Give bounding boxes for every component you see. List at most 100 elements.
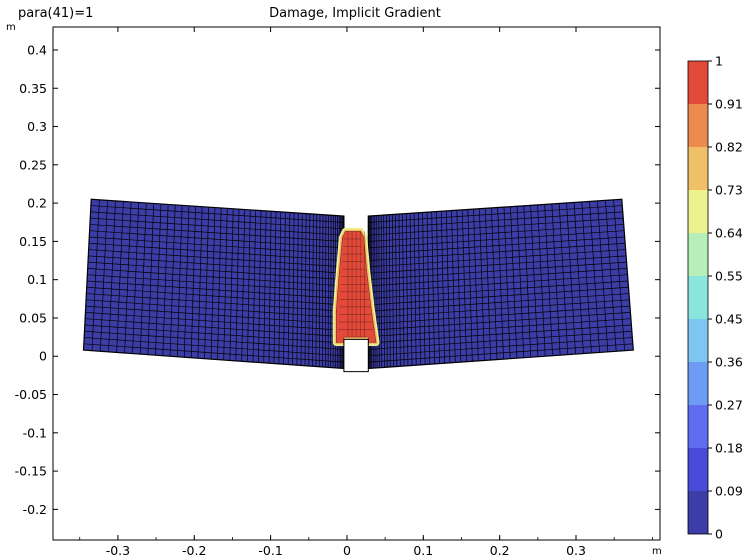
colorbar-tick-label: 0.27 <box>715 398 743 413</box>
beam-mesh <box>82 198 634 373</box>
mesh-line <box>368 280 629 300</box>
mesh-line <box>89 236 344 255</box>
mesh-line <box>368 211 623 230</box>
colorbar-band <box>688 448 708 491</box>
mesh-line <box>368 312 631 331</box>
mesh-line <box>85 312 344 331</box>
mesh-line <box>86 293 344 312</box>
x-tick-label: -0.1 <box>258 543 282 558</box>
mesh-line <box>83 343 344 363</box>
colorbar-tick-label: 0.64 <box>715 226 743 241</box>
mesh-line <box>86 299 344 319</box>
mesh-line <box>368 255 627 274</box>
x-tick-label: 0.1 <box>413 543 433 558</box>
y-tick-label: 0.1 <box>27 272 47 287</box>
mesh-line <box>86 286 344 306</box>
mesh-line <box>85 318 344 338</box>
mesh-line <box>368 299 630 319</box>
x-axis-unit-label: m <box>652 546 662 557</box>
mesh-line <box>90 217 344 236</box>
notch <box>343 338 369 373</box>
mesh-line <box>88 255 344 274</box>
colorbar-tick-label: 0.18 <box>715 441 743 456</box>
mesh-line <box>368 249 626 268</box>
mesh-line <box>84 337 344 357</box>
mesh-line <box>89 224 344 242</box>
mesh-line <box>368 268 628 287</box>
colorbar-tick-label: 0.45 <box>715 312 743 327</box>
mesh-line <box>368 217 624 236</box>
mesh-line <box>368 224 624 242</box>
mesh-line <box>87 274 344 293</box>
mesh-line <box>368 305 630 325</box>
mesh-line <box>368 330 632 350</box>
y-tick-label: 0.3 <box>27 119 47 134</box>
mesh-line <box>84 330 344 350</box>
mesh-line <box>368 230 625 249</box>
colorbar-tick-label: 0.55 <box>715 269 743 284</box>
colorbar-band <box>688 61 708 104</box>
y-tick-label: -0.2 <box>23 502 47 517</box>
colorbar-tick-label: 0.09 <box>715 484 743 499</box>
mesh-line <box>368 318 631 338</box>
colorbar-frame <box>687 60 709 535</box>
mesh-line <box>368 274 628 293</box>
axes: -0.3 -0.2 -0.1 0 0.1 0.2 0.3 -0.2 -0.15 -0.1 -0.05… <box>15 27 660 558</box>
x-tick-label: 0.2 <box>490 543 510 558</box>
colorbar-tick-label: 0 <box>715 527 723 542</box>
colorbar-band <box>688 491 708 534</box>
damage-zone <box>332 227 380 346</box>
mesh-line <box>368 286 629 306</box>
colorbar-band <box>688 319 708 362</box>
colorbar-tick-label: 0.91 <box>715 97 743 112</box>
parameter-label: para(41)=1 <box>18 6 93 21</box>
colorbar-band <box>688 104 708 147</box>
mesh-line <box>368 261 627 280</box>
colorbar-band <box>688 276 708 319</box>
x-tick-label: -0.3 <box>106 543 130 558</box>
mesh-line <box>368 324 632 344</box>
colorbar: 1 0.91 0.82 0.73 0.64 0.55 0.45 0.36 0.27 0.18 0.0… <box>687 54 743 542</box>
y-tick-label: -0.1 <box>23 425 47 440</box>
mesh-line <box>368 337 633 357</box>
beam-left-block-outline <box>82 198 345 370</box>
mesh-line <box>88 242 344 261</box>
mesh-line <box>87 261 344 280</box>
mesh-line <box>88 249 344 268</box>
x-tick-label: 0.3 <box>566 543 586 558</box>
y-axis-unit-label: m <box>6 22 16 33</box>
colorbar-band <box>688 147 708 190</box>
x-tick-label: 0 <box>343 543 351 558</box>
plot-title: Damage, Implicit Gradient <box>269 6 441 21</box>
beam-right-block <box>367 198 634 370</box>
mesh-line <box>368 343 633 363</box>
colorbar-tick-label: 0.36 <box>715 355 743 370</box>
mesh-line <box>90 205 344 223</box>
colorbar-band <box>688 362 708 405</box>
mesh-line <box>90 211 344 230</box>
y-tick-label: 0.2 <box>27 196 47 211</box>
y-tick-label: 0.05 <box>19 310 47 325</box>
mesh-line <box>368 205 623 223</box>
colorbar-band <box>688 190 708 233</box>
y-tick-label: 0.25 <box>19 157 47 172</box>
beam-left-block <box>82 198 345 370</box>
mesh-line <box>85 305 344 325</box>
mesh-line <box>84 324 344 344</box>
mesh-line <box>87 268 344 287</box>
y-tick-label: 0.35 <box>19 81 47 96</box>
y-tick-label: -0.05 <box>15 387 47 402</box>
colorbar-band <box>688 233 708 276</box>
mesh-line <box>89 230 344 249</box>
mesh-line <box>368 242 626 261</box>
mesh-line <box>368 236 625 255</box>
colorbar-tick-label: 1 <box>715 54 723 69</box>
y-tick-label: -0.15 <box>15 464 47 479</box>
colorbar-tick-label: 0.82 <box>715 140 743 155</box>
y-tick-label: 0.4 <box>27 42 47 57</box>
y-tick-label: 0 <box>39 349 47 364</box>
mesh-line <box>368 293 630 312</box>
colorbar-tick-label: 0.73 <box>715 183 743 198</box>
y-tick-label: 0.15 <box>19 234 47 249</box>
